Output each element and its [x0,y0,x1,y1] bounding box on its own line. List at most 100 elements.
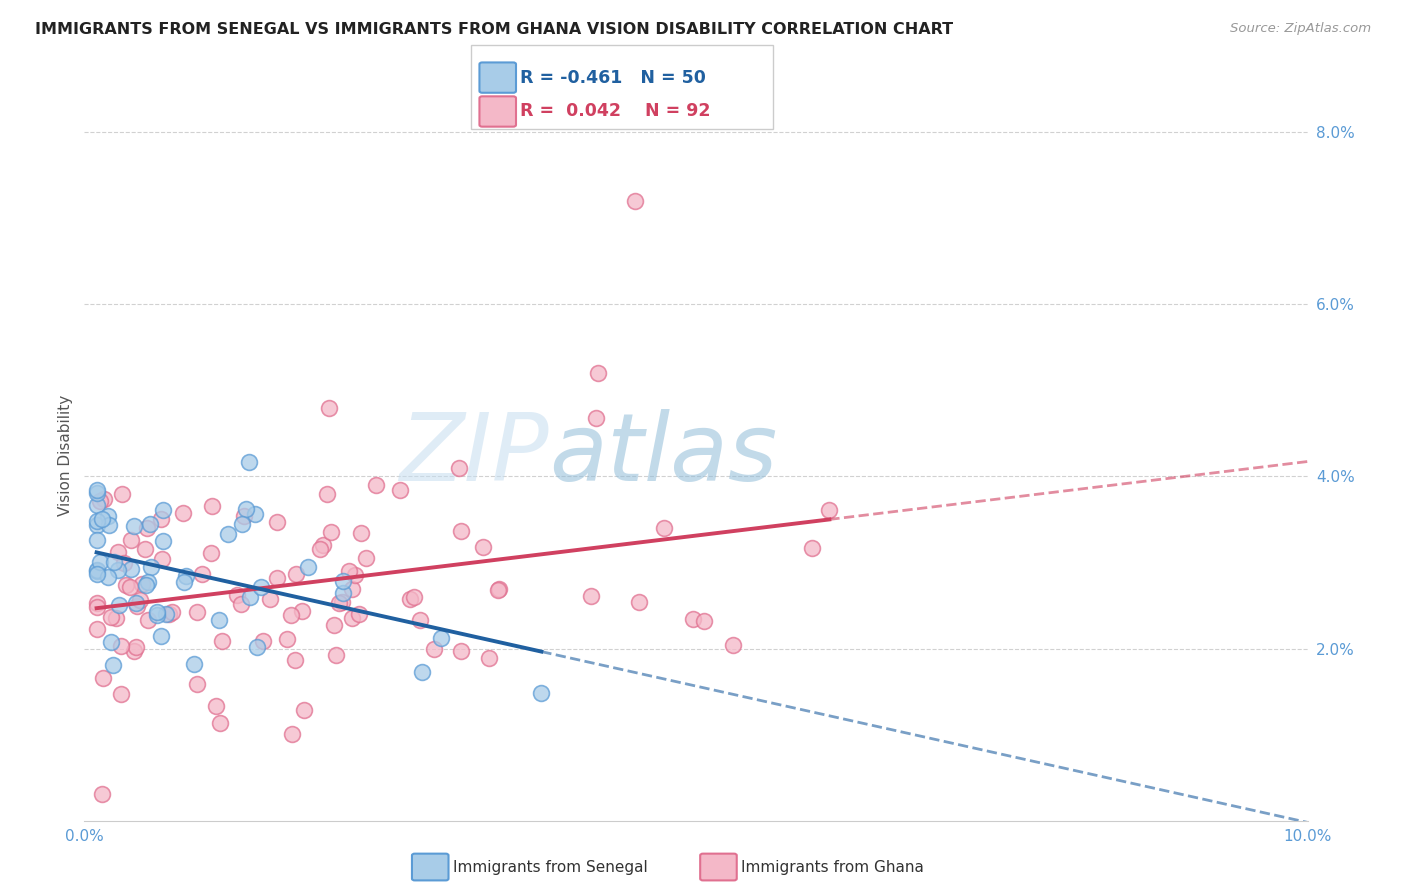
Immigrants from Ghana [226,588,249,602]
Immigrants from Ghana [450,524,472,538]
Immigrants from Ghana [110,640,132,654]
Immigrants from Ghana [340,582,363,596]
Immigrants from Ghana [100,609,122,624]
Immigrants from Ghana [316,487,339,501]
Immigrants from Ghana [337,564,360,578]
Immigrants from Ghana [321,525,343,540]
Immigrants from Senegal [332,574,354,588]
Immigrants from Ghana [111,487,134,501]
Text: Immigrants from Senegal: Immigrants from Senegal [453,860,648,874]
Immigrants from Ghana [209,715,232,730]
Immigrants from Senegal [238,455,260,469]
Immigrants from Ghana [93,491,115,506]
Immigrants from Ghana [349,607,371,621]
Immigrants from Ghana [409,613,432,627]
Immigrants from Ghana [281,727,304,741]
Immigrants from Ghana [423,641,446,656]
Immigrants from Senegal [120,562,142,576]
Y-axis label: Vision Disability: Vision Disability [58,394,73,516]
Immigrants from Ghana [172,506,194,520]
Immigrants from Ghana [252,634,274,648]
Immigrants from Ghana [318,401,340,415]
Immigrants from Senegal [332,585,354,599]
Immigrants from Ghana [471,540,494,554]
Immigrants from Ghana [486,583,509,598]
Immigrants from Senegal [239,590,262,604]
Immigrants from Senegal [86,483,108,497]
Immigrants from Ghana [340,611,363,625]
Immigrants from Ghana [488,582,510,596]
Immigrants from Senegal [217,527,239,541]
Immigrants from Ghana [136,614,159,628]
Immigrants from Senegal [146,605,169,619]
Immigrants from Ghana [399,592,422,607]
Immigrants from Ghana [309,541,332,556]
Immigrants from Senegal [86,498,108,512]
Immigrants from Ghana [115,578,138,592]
Immigrants from Ghana [581,589,603,603]
Immigrants from Senegal [86,514,108,528]
Immigrants from Ghana [122,644,145,658]
Immigrants from Ghana [118,580,141,594]
Immigrants from Senegal [100,634,122,648]
Immigrants from Ghana [585,411,607,425]
Text: atlas: atlas [550,409,778,500]
Immigrants from Ghana [280,607,302,622]
Immigrants from Ghana [366,477,388,491]
Immigrants from Senegal [235,502,257,516]
Immigrants from Ghana [149,512,172,526]
Immigrants from Ghana [325,648,347,663]
Immigrants from Ghana [233,508,256,523]
Immigrants from Ghana [93,671,115,685]
Immigrants from Ghana [388,483,411,497]
Immigrants from Senegal [430,631,453,645]
Immigrants from Ghana [800,541,823,555]
Immigrants from Senegal [125,596,148,610]
Immigrants from Senegal [152,502,174,516]
Immigrants from Ghana [343,567,366,582]
Immigrants from Ghana [328,596,350,610]
Immigrants from Senegal [86,563,108,577]
Immigrants from Ghana [624,194,647,208]
Immigrants from Senegal [108,598,131,612]
Immigrants from Senegal [86,517,108,532]
Immigrants from Ghana [404,590,426,604]
Immigrants from Ghana [693,615,716,629]
Immigrants from Ghana [136,521,159,535]
Immigrants from Ghana [723,639,745,653]
Immigrants from Ghana [628,594,651,608]
Immigrants from Senegal [155,607,177,621]
Immigrants from Senegal [208,613,231,627]
Immigrants from Senegal [139,517,162,532]
Immigrants from Ghana [125,599,148,613]
Immigrants from Ghana [186,605,208,619]
Immigrants from Senegal [122,519,145,533]
Text: R =  0.042    N = 92: R = 0.042 N = 92 [520,103,710,120]
Immigrants from Ghana [211,633,233,648]
Immigrants from Ghana [152,552,174,566]
Immigrants from Senegal [231,516,253,531]
Immigrants from Ghana [107,545,129,559]
Text: Source: ZipAtlas.com: Source: ZipAtlas.com [1230,22,1371,36]
Immigrants from Senegal [152,533,174,548]
Immigrants from Ghana [86,596,108,610]
Immigrants from Ghana [89,493,111,508]
Immigrants from Senegal [86,564,108,578]
Immigrants from Ghana [112,556,135,570]
Immigrants from Senegal [91,512,114,526]
Immigrants from Ghana [191,566,214,581]
Immigrants from Senegal [97,508,120,523]
Immigrants from Ghana [285,566,308,581]
Immigrants from Ghana [447,461,470,475]
Immigrants from Senegal [86,533,108,548]
Immigrants from Senegal [97,570,120,584]
Immigrants from Ghana [682,612,704,626]
Immigrants from Ghana [450,643,472,657]
Immigrants from Ghana [266,515,288,529]
Immigrants from Senegal [135,578,157,592]
Text: ZIP: ZIP [399,409,550,500]
Immigrants from Senegal [146,607,169,622]
Immigrants from Senegal [173,574,195,589]
Immigrants from Senegal [297,560,319,574]
Immigrants from Ghana [330,595,353,609]
